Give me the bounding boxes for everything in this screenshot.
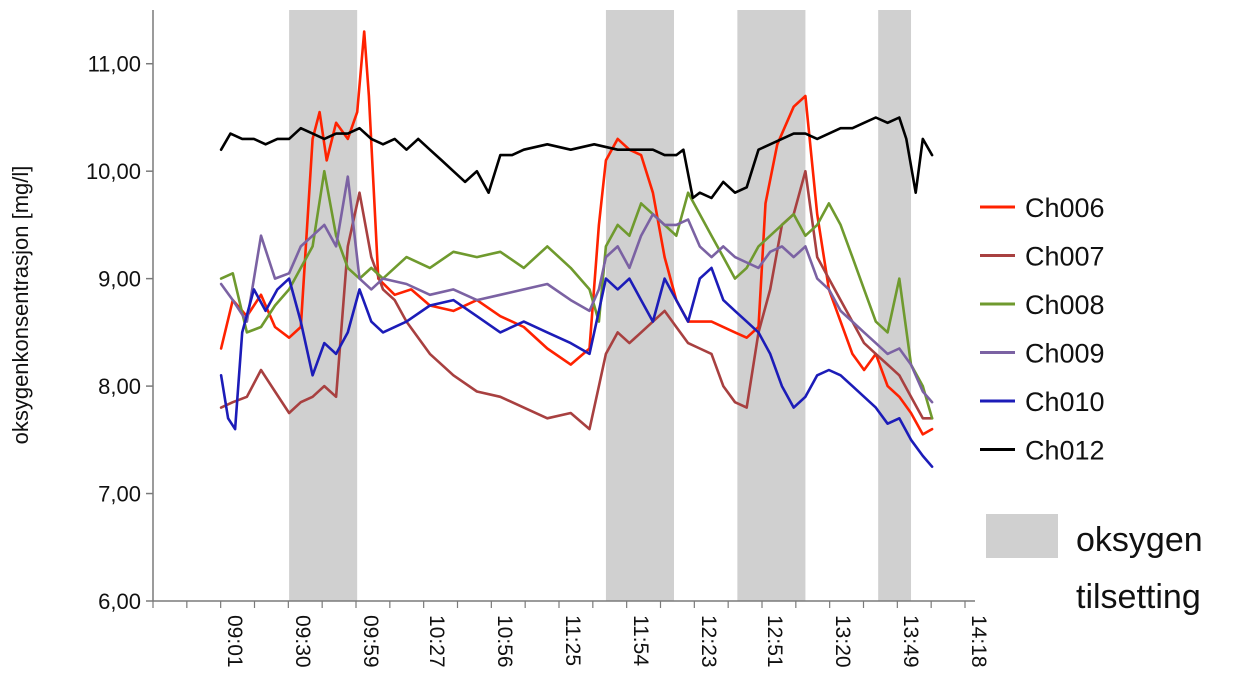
x-tick-label: 12:51: [763, 615, 786, 668]
series-line-ch009: [219, 175, 934, 404]
series-line-ch007: [219, 169, 934, 431]
y-tick-label: 6,00: [98, 589, 141, 614]
y-axis-label: oksygenkonsentrasjon [mg/l]: [8, 166, 33, 445]
shade-legend-line1: oksygen: [1076, 521, 1203, 559]
shaded-interval-2: [605, 10, 674, 601]
series-line-ch010: [219, 266, 934, 469]
x-tick-label: 13:49: [899, 615, 922, 668]
x-tick-label: 10:27: [425, 615, 448, 668]
shaded-interval-3: [737, 10, 806, 601]
x-tick-label: 14:18: [967, 615, 990, 668]
series-line-ch008: [219, 169, 934, 420]
legend-label-ch009: Ch009: [1025, 339, 1105, 369]
y-tick-label: 10,00: [86, 159, 141, 184]
legend-label-ch007: Ch007: [1025, 242, 1105, 272]
x-tick-label: 11:25: [561, 615, 584, 666]
series-lines: [219, 30, 934, 469]
shade-legend-line2: tilsetting: [1076, 578, 1201, 616]
legend: Ch006 Ch007 Ch008 Ch009 Ch010 Ch012: [980, 193, 1105, 466]
y-tick-label: 8,00: [98, 374, 141, 399]
legend-label-ch006: Ch006: [1025, 193, 1105, 223]
shade-legend: oksygen tilsetting: [986, 514, 1203, 616]
legend-label-ch008: Ch008: [1025, 290, 1105, 320]
x-tick-label: 09:30: [291, 615, 314, 668]
y-axis-ticks: 6,00 7,00 8,00 9,00 10,00 11,00: [86, 52, 153, 614]
shaded-intervals: [289, 10, 912, 601]
legend-label-ch010: Ch010: [1025, 387, 1105, 417]
y-tick-label: 9,00: [98, 267, 141, 292]
x-axis-ticks: 09:01 09:30 09:59 10:27 10:56 11:25 11:54 12:23…: [152, 601, 990, 668]
shaded-interval-1: [289, 10, 358, 601]
x-tick-label: 12:23: [697, 615, 720, 668]
shade-legend-swatch: [986, 514, 1058, 558]
y-tick-label: 7,00: [98, 482, 141, 507]
x-tick-label: 13:20: [831, 615, 854, 668]
series-line-ch012: [219, 116, 934, 200]
x-tick-label: 10:56: [493, 615, 516, 668]
x-tick-label: 11:54: [629, 615, 652, 666]
y-tick-label: 11,00: [88, 52, 141, 77]
x-tick-label: 09:59: [359, 615, 382, 668]
legend-label-ch012: Ch012: [1025, 436, 1105, 466]
x-tick-label: 09:01: [223, 615, 246, 668]
